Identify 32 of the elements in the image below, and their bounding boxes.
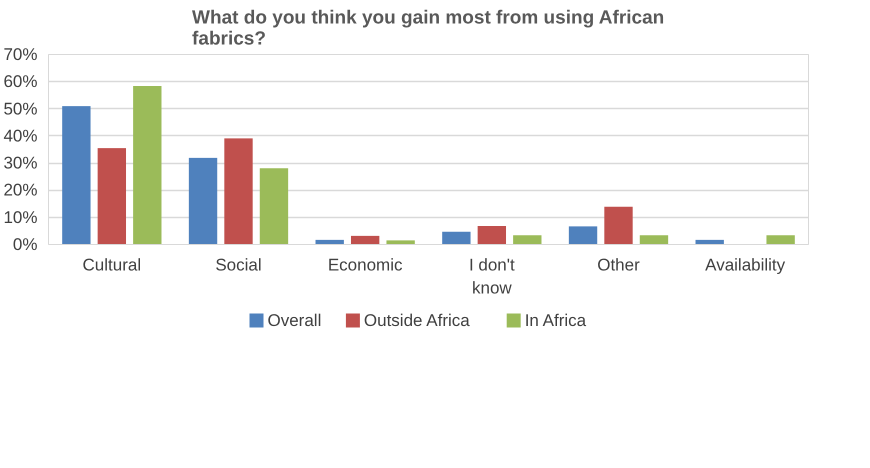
bar: [766, 235, 795, 244]
bar: [568, 226, 598, 244]
y-tick-label: 50%: [3, 99, 38, 118]
legend-label: In Africa: [524, 311, 587, 330]
y-tick-label: 40%: [3, 126, 38, 146]
y-tick-label: 30%: [3, 154, 38, 173]
bar: [478, 226, 506, 244]
bar: [62, 106, 91, 244]
legend-label: Overall: [268, 311, 322, 330]
bar: [604, 206, 633, 244]
x-tick-label: Economic: [328, 256, 403, 274]
y-tick-label: 70%: [3, 45, 38, 64]
x-tick-label: Availability: [705, 256, 786, 274]
bar: [513, 235, 542, 244]
y-tick-label: 0%: [12, 235, 38, 254]
bar: [188, 158, 218, 244]
bar: [442, 232, 471, 244]
chart-title: What do you think you gain most from using African fabrics?: [192, 8, 664, 50]
bar: [640, 235, 668, 244]
bar: [350, 236, 380, 244]
y-tick-label: 10%: [3, 208, 38, 227]
bar: [133, 86, 162, 244]
legend-label: Outside Africa: [364, 311, 470, 330]
y-tick-label: 60%: [3, 72, 38, 92]
x-tick-label: I don't know: [468, 256, 515, 298]
x-tick-label: Social: [215, 256, 262, 274]
x-tick-label: Other: [597, 256, 640, 274]
y-tick-label: 20%: [3, 180, 38, 200]
bar: [224, 138, 253, 244]
bar: [260, 168, 288, 244]
x-tick-label: Cultural: [82, 256, 142, 274]
bar: [98, 148, 126, 244]
